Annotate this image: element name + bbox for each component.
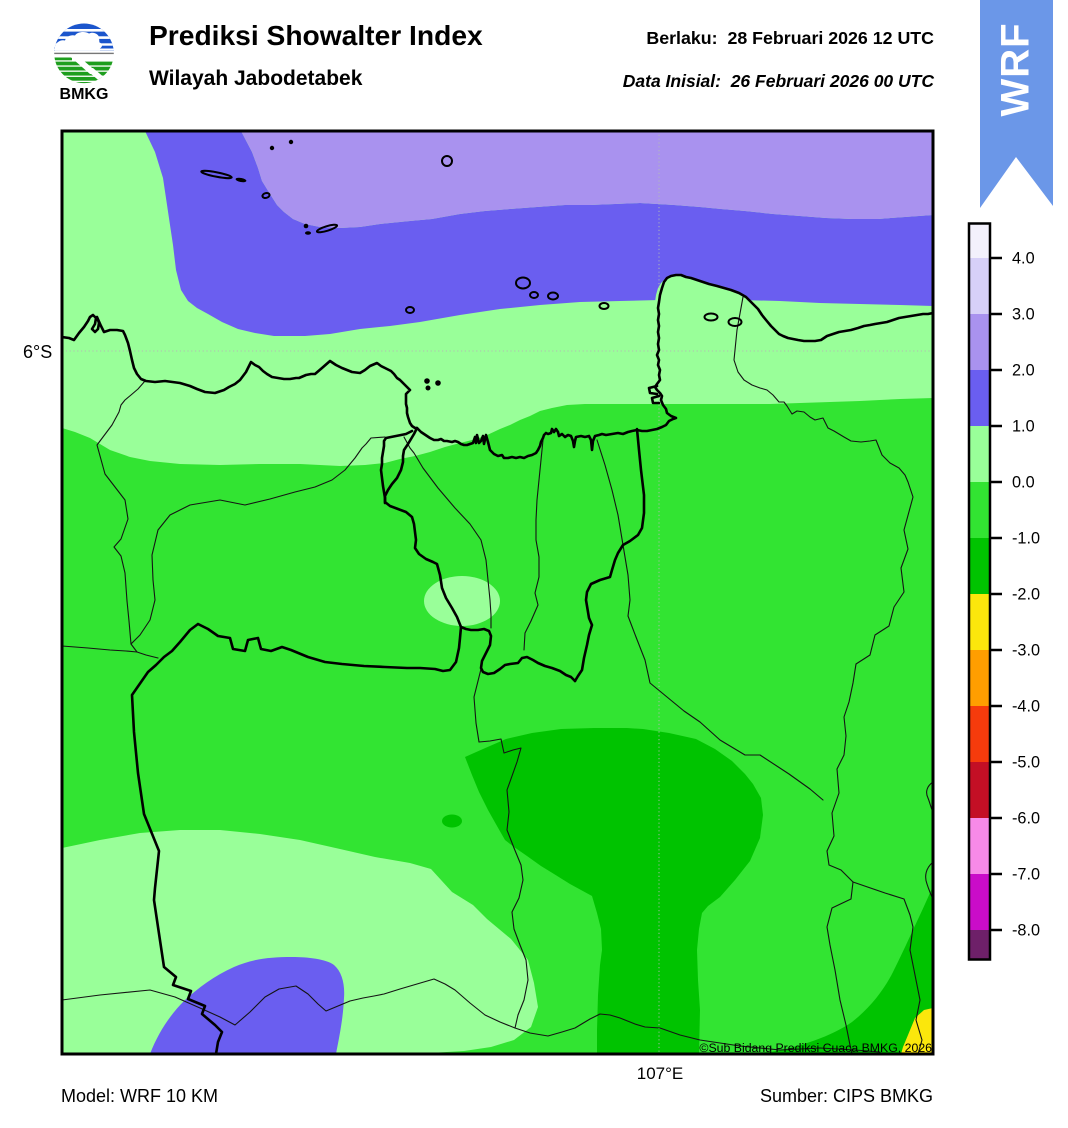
svg-text:3.0: 3.0 xyxy=(1012,306,1035,324)
svg-text:-6.0: -6.0 xyxy=(1012,810,1040,828)
svg-text:-7.0: -7.0 xyxy=(1012,866,1040,884)
svg-text:-3.0: -3.0 xyxy=(1012,642,1040,660)
svg-text:-1.0: -1.0 xyxy=(1012,530,1040,548)
svg-text:-5.0: -5.0 xyxy=(1012,754,1040,772)
svg-text:-2.0: -2.0 xyxy=(1012,586,1040,604)
svg-text:4.0: 4.0 xyxy=(1012,250,1035,268)
svg-text:1.0: 1.0 xyxy=(1012,418,1035,436)
svg-text:0.0: 0.0 xyxy=(1012,474,1035,492)
svg-text:-4.0: -4.0 xyxy=(1012,698,1040,716)
svg-text:-8.0: -8.0 xyxy=(1012,922,1040,940)
svg-text:2.0: 2.0 xyxy=(1012,362,1035,380)
